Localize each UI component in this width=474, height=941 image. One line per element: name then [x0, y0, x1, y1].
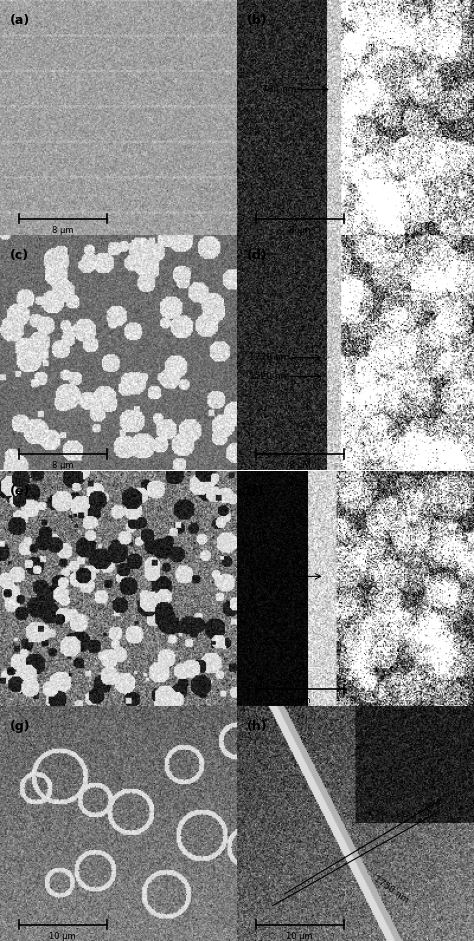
Text: 1520 nm: 1520 nm [249, 372, 289, 381]
Text: 784 nm: 784 nm [262, 85, 296, 94]
Text: 8 μm: 8 μm [289, 696, 310, 706]
Text: (g): (g) [9, 720, 30, 733]
Text: 8 μm: 8 μm [289, 226, 310, 235]
Text: (h): (h) [246, 720, 267, 733]
Text: 1720 nm: 1720 nm [249, 353, 289, 362]
Text: 8 μm: 8 μm [52, 461, 73, 470]
Text: (d): (d) [246, 249, 267, 263]
Text: (a): (a) [9, 14, 30, 27]
Text: 8 μm: 8 μm [52, 226, 73, 235]
Text: 1460 nm: 1460 nm [249, 572, 289, 581]
Text: (e): (e) [9, 485, 30, 498]
Text: (f): (f) [246, 485, 264, 498]
Text: 1750 nm: 1750 nm [372, 874, 410, 904]
Text: 10 μm: 10 μm [49, 932, 76, 941]
Text: 10 μm: 10 μm [286, 932, 313, 941]
Text: (c): (c) [9, 249, 28, 263]
Text: (b): (b) [246, 14, 267, 27]
Text: 8 μm: 8 μm [289, 461, 310, 470]
